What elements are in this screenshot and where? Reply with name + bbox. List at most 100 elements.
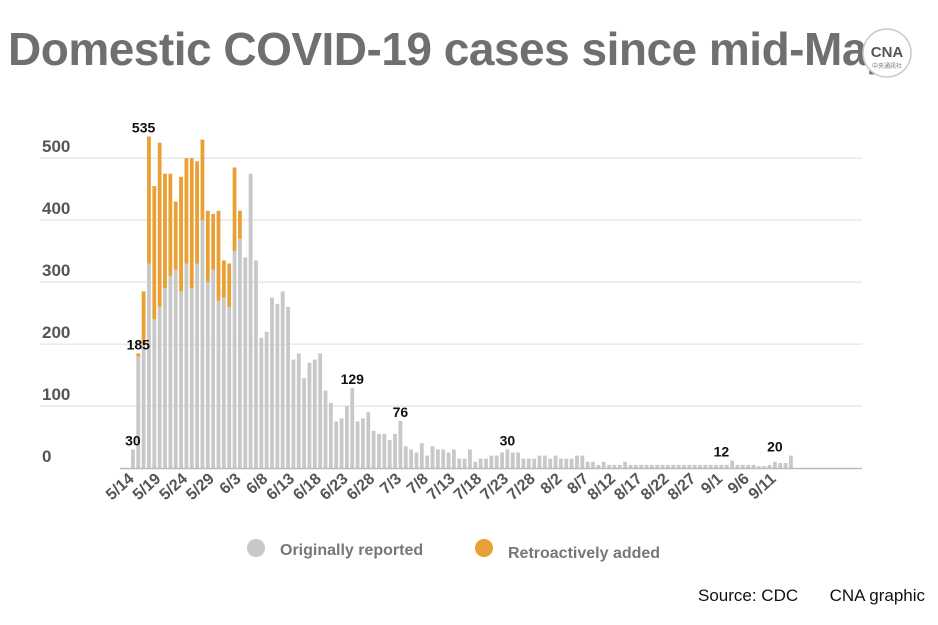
- bar-original: [393, 433, 397, 468]
- bar-original: [778, 463, 783, 468]
- bar-original: [526, 458, 531, 468]
- bar-retro: [152, 186, 157, 320]
- credit-text: CNA graphic: [829, 586, 926, 605]
- bar-original: [355, 421, 360, 468]
- data-label: 185: [127, 336, 151, 352]
- bar-original: [371, 430, 376, 468]
- bar-original: [425, 455, 430, 468]
- bar-original: [345, 406, 349, 468]
- x-tick-label: 8/2: [538, 470, 566, 498]
- x-tick-label: 6/18: [290, 470, 325, 504]
- bar-original: [184, 263, 189, 468]
- bar-retro: [179, 176, 183, 292]
- bar-original: [724, 464, 729, 468]
- bar-original: [189, 288, 194, 468]
- x-tick-label: 7/18: [451, 470, 486, 504]
- bar-original: [687, 464, 692, 468]
- bar-original: [655, 464, 660, 468]
- bar-original: [612, 464, 617, 468]
- bar-retro: [232, 167, 237, 252]
- x-tick-label: 7/28: [504, 470, 539, 504]
- bar-original: [419, 443, 424, 468]
- bar-original: [318, 353, 323, 468]
- bar-original: [195, 263, 199, 468]
- bar-original: [307, 362, 312, 468]
- x-tick-label: 7/3: [377, 470, 405, 498]
- bar-original: [441, 449, 446, 468]
- bar-original: [409, 449, 413, 468]
- source-text: Source: CDC: [698, 586, 799, 605]
- bar-original: [628, 464, 633, 468]
- bar-original: [682, 464, 686, 468]
- x-tick-label: 5/29: [183, 470, 218, 504]
- bar-original: [248, 173, 253, 468]
- bar-original: [414, 452, 419, 468]
- bar-original: [227, 306, 232, 468]
- bar-original: [254, 260, 258, 468]
- bar-original: [580, 455, 585, 468]
- bar-original: [505, 449, 510, 468]
- legend: Originally reported Retroactively added: [247, 539, 660, 562]
- bar-retro: [163, 173, 167, 289]
- bar-original: [328, 402, 333, 468]
- bar-original: [264, 331, 269, 468]
- bar-original: [703, 464, 708, 468]
- bar-original: [339, 418, 344, 468]
- bar-original: [542, 455, 547, 468]
- bar-original: [756, 466, 761, 468]
- bar-original: [136, 356, 141, 468]
- x-tick-label: 7/13: [424, 470, 459, 504]
- legend-label-original: Originally reported: [280, 542, 423, 559]
- bar-retro: [147, 136, 151, 264]
- x-tick-label: 6/23: [317, 470, 352, 504]
- bar-retro: [200, 139, 205, 221]
- bar-original: [607, 464, 611, 468]
- bar-original: [280, 291, 285, 468]
- bar-retro: [141, 291, 146, 345]
- bar-original: [179, 291, 183, 468]
- bar-original: [157, 306, 162, 468]
- bar-original: [387, 440, 392, 468]
- y-tick-label: 100: [42, 385, 70, 404]
- bar-original: [698, 464, 702, 468]
- bar-retro: [211, 213, 216, 270]
- bar-original: [350, 388, 355, 468]
- bar-original: [141, 344, 146, 468]
- bar-original: [789, 455, 793, 468]
- legend-swatch-original: [247, 539, 265, 557]
- x-tick-label: 6/28: [344, 470, 379, 504]
- bar-original: [200, 220, 205, 468]
- bar-retro: [205, 210, 210, 283]
- bar-original: [671, 464, 676, 468]
- y-tick-label: 200: [42, 323, 70, 342]
- data-label: 76: [393, 404, 409, 420]
- chart-title: Domestic COVID-19 cases since mid-May: [8, 23, 892, 75]
- bar-original: [457, 458, 462, 468]
- bar-original: [767, 464, 772, 468]
- bar-original: [644, 464, 649, 468]
- bar-original: [238, 238, 242, 468]
- x-tick-label: 5/14: [103, 470, 138, 504]
- bar-original: [510, 452, 515, 468]
- bar-original: [216, 300, 221, 468]
- bar-original: [719, 464, 724, 468]
- bar-original: [211, 269, 216, 468]
- bar-original: [783, 463, 788, 468]
- x-tick-label: 8/12: [585, 470, 620, 504]
- bar-original: [312, 359, 317, 468]
- bar-original: [596, 464, 601, 468]
- bar-original: [232, 251, 237, 468]
- logo-text: CNA: [871, 44, 904, 61]
- y-axis: 0 100 200 300 400 500: [42, 137, 70, 466]
- y-tick-label: 500: [42, 137, 70, 156]
- bar-original: [168, 275, 173, 468]
- bar-original: [639, 464, 644, 468]
- bar-original: [751, 464, 756, 468]
- bar-original: [275, 303, 280, 468]
- bar-retro: [168, 173, 173, 276]
- bar-original: [548, 458, 553, 468]
- bar-original: [403, 446, 408, 468]
- bar-original: [773, 461, 777, 468]
- bar-retro: [189, 158, 194, 289]
- bar-original: [452, 449, 456, 468]
